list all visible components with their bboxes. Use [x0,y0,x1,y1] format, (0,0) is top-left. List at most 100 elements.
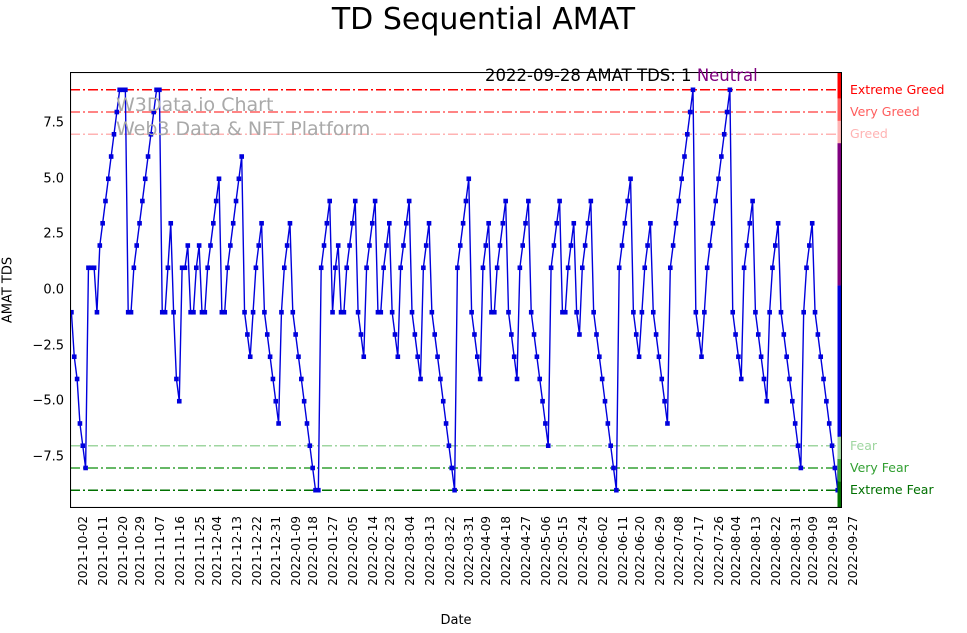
data-point [741,265,747,271]
data-point [97,243,103,248]
x-tick-label: 2022-08-13 [749,516,764,586]
data-point [619,243,625,248]
data-point [687,109,693,115]
y-tick-label: −2.5 [32,338,64,354]
data-point [710,220,716,226]
data-point [577,332,582,337]
colorbar-segment [837,481,842,508]
data-point [781,332,787,337]
data-point [707,243,713,248]
data-point [511,354,517,360]
data-point [179,265,185,271]
data-point [247,354,253,360]
data-point [384,243,389,248]
x-tick-label: 2022-01-27 [326,516,341,586]
data-point [381,265,386,271]
x-tick-label: 2022-07-17 [692,516,707,586]
x-tick-label: 2021-10-02 [76,516,91,586]
data-point [304,421,310,426]
data-point [438,376,443,382]
tds-line [70,89,842,491]
zone-label-very-fear: Very Fear [850,459,909,475]
data-point [520,243,525,248]
data-point [273,398,279,404]
data-point [77,421,83,426]
data-point [733,332,738,337]
data-point [267,354,273,360]
data-point [432,332,438,337]
zone-label-extreme-fear: Extreme Fear [850,482,934,498]
data-point [327,198,332,204]
y-tick-label: 2.5 [43,226,64,242]
data-point [429,309,435,315]
data-point [106,176,111,182]
data-point [318,265,324,271]
data-point [71,354,77,360]
data-point [88,265,94,271]
data-point [452,487,457,493]
data-point [503,198,508,204]
data-point [673,220,679,226]
data-point [562,309,568,315]
data-point [611,465,616,471]
x-tick-label: 2022-08-04 [729,516,744,586]
data-point [775,220,781,226]
data-point [316,487,321,493]
data-point [398,265,403,271]
data-point [330,309,335,315]
data-point [548,265,554,271]
data-point [443,421,449,426]
x-tick-label: 2021-11-07 [153,516,168,586]
data-point [324,220,330,226]
x-tick-label: 2022-04-18 [499,516,514,586]
data-point [540,398,545,404]
data-point [171,309,176,315]
data-point [719,154,724,159]
data-point [117,87,122,93]
data-point [168,220,174,226]
data-point [616,265,622,271]
data-point [131,265,137,271]
data-point [790,398,795,404]
data-point [770,265,775,271]
x-tick-label: 2021-11-16 [172,516,187,586]
data-point [80,443,86,449]
x-tick-label: 2022-08-31 [788,516,803,586]
data-point [560,309,565,315]
data-point [159,309,165,315]
data-point [86,265,91,271]
data-point [151,109,157,115]
zone-label-greed: Greed [850,126,888,142]
data-point [585,220,591,226]
data-point [582,243,588,248]
data-point [449,465,455,471]
y-tick-label: 5.0 [43,171,64,187]
data-point [622,220,628,226]
data-point [264,332,270,337]
data-point [134,243,139,248]
data-point [463,198,469,204]
data-point [103,198,108,204]
data-point [696,332,701,337]
data-point [358,332,364,337]
data-point [293,332,298,337]
data-point [832,465,838,471]
colorbar-segment [837,459,842,482]
x-tick-label: 2022-06-11 [615,516,630,586]
data-point [208,243,213,248]
data-point [826,421,832,426]
x-tick-label: 2022-07-26 [712,516,727,586]
data-point [483,243,489,248]
data-point [807,243,812,248]
data-point [352,198,358,204]
data-point [395,354,401,360]
data-point [815,332,821,337]
data-point [284,243,290,248]
data-point [196,243,202,248]
data-point [747,220,753,226]
data-point [301,398,307,404]
data-point [736,354,741,360]
data-point [676,198,682,204]
data-point [829,443,835,449]
